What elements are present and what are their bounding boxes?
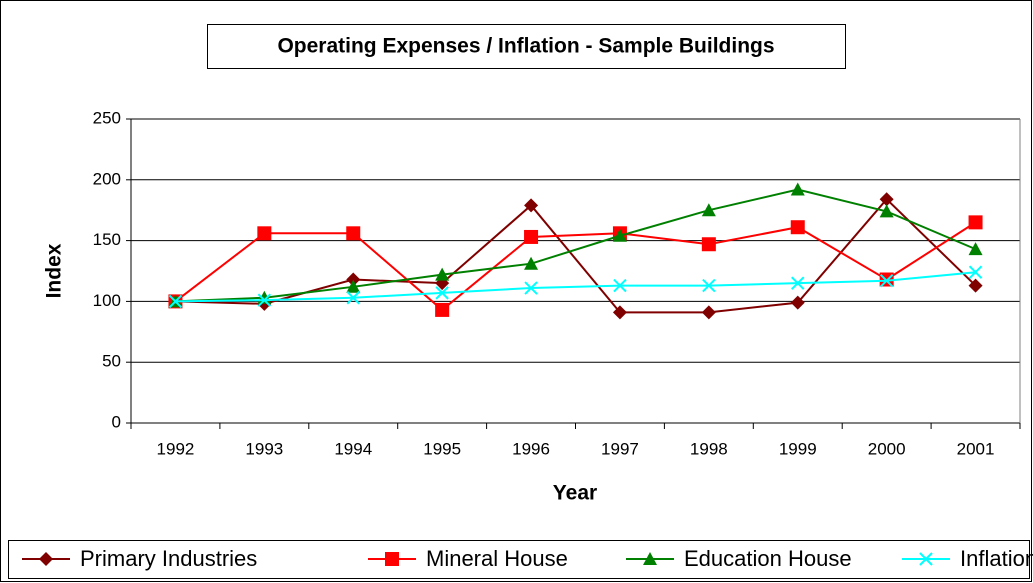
x-axis-label: Year [553,482,597,505]
point-marker [968,278,983,293]
point-marker [791,276,805,290]
point-marker [790,295,805,310]
series-line [175,271,976,303]
legend-label: Education House [684,546,852,571]
y-tick-label: 200 [93,169,121,188]
point-marker [879,204,894,218]
legend-marker [919,552,933,566]
point-marker [524,198,539,213]
legend-marker [385,552,399,566]
y-axis-label: Index [43,243,66,298]
point-marker [612,228,627,242]
point-marker [257,293,272,307]
y-tick-label: 250 [93,108,121,127]
point-marker [435,267,450,281]
x-tick-label: 2000 [868,439,906,458]
y-tick-label: 50 [102,352,121,371]
point-marker [968,242,983,256]
point-marker [346,291,360,305]
point-marker [879,274,894,288]
point-marker [790,182,805,196]
legend-marker [643,552,657,565]
legend-box [8,540,1030,579]
x-tick-label: 2001 [957,439,995,458]
point-marker [435,302,450,317]
x-tick-label: 1995 [423,439,461,458]
point-marker [346,226,361,241]
x-tick-label: 1998 [690,439,728,458]
point-marker [346,272,361,287]
point-marker [879,192,894,207]
x-tick-label: 1994 [334,439,372,458]
point-marker [346,279,361,293]
title-box [207,24,846,69]
legend-label: Inflation [960,546,1033,571]
point-marker [968,215,983,230]
series-line [174,221,977,312]
point-marker [257,226,272,241]
legend-label: Primary Industries [80,546,257,571]
x-tick-label: 1992 [157,439,195,458]
x-tick-label: 1999 [779,439,817,458]
y-tick-label: 150 [93,230,121,249]
legend-label: Mineral House [426,546,568,571]
point-marker [702,278,716,293]
series-line [175,188,976,303]
point-marker [168,294,183,309]
point-marker [524,229,539,244]
point-marker [524,281,538,295]
point-marker [613,278,627,293]
point-marker [790,220,805,235]
point-marker [524,256,539,270]
point-marker [968,265,983,279]
point-marker [701,305,716,320]
point-marker [612,305,627,320]
x-tick-label: 1993 [245,439,283,458]
legend-marker [39,552,53,566]
point-marker [701,237,716,252]
x-tick-label: 1996 [512,439,550,458]
chart-title: Operating Expenses / Inflation - Sample … [277,35,774,58]
y-tick-label: 0 [112,412,121,431]
point-marker [435,286,449,300]
y-tick-label: 100 [93,291,121,310]
x-tick-label: 1997 [601,439,639,458]
point-marker [701,203,716,217]
